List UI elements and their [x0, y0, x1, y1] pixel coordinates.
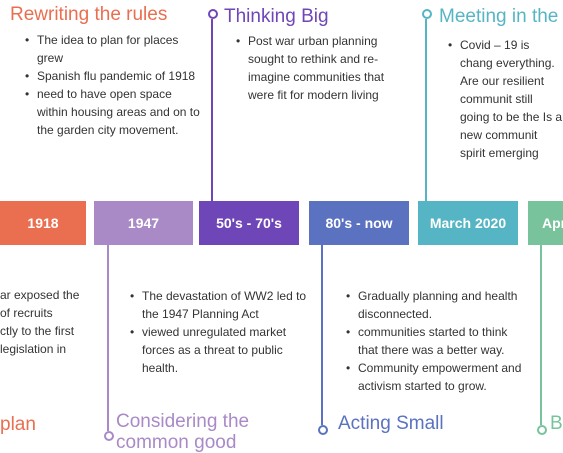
list-item: Spanish flu pandemic of 1918	[25, 67, 200, 85]
rewriting-the-rules-title: Rewriting the rules	[10, 4, 168, 25]
text-line: of recruits	[0, 306, 53, 320]
considering-dot	[104, 431, 114, 441]
thinking-big-connector	[211, 19, 213, 201]
plan-text: ar exposed the of recruits ctly to the f…	[0, 286, 85, 358]
list-item: Post war urban planning sought to rethin…	[236, 32, 396, 104]
considering-list: The devastation of WW2 led to the 1947 P…	[130, 287, 315, 377]
meeting-in-the-middle-title: Meeting in the m	[439, 6, 563, 27]
year-box-1918: 1918	[0, 201, 86, 245]
acting-small-dot	[318, 425, 328, 435]
rewriting-the-rules-list: The idea to plan for places grew Spanish…	[25, 31, 200, 139]
thinking-big-dot	[208, 9, 218, 19]
meeting-dot	[422, 9, 432, 19]
list-item: viewed unregulated market forces as a th…	[130, 323, 315, 377]
acting-small-title: Acting Small	[338, 413, 444, 434]
april-title: B	[550, 413, 563, 434]
year-box-1947: 1947	[94, 201, 193, 245]
acting-small-list: Gradually planning and health disconnect…	[346, 287, 526, 395]
list-item: communities started to think that there …	[346, 323, 526, 359]
meeting-list: Covid – 19 is chang everything. Are our …	[448, 36, 563, 162]
april-dot	[537, 425, 547, 435]
text-line: ctly to the first	[0, 324, 75, 338]
considering-connector	[107, 245, 109, 431]
year-box-march-2020: March 2020	[418, 201, 518, 245]
year-box-80s-now: 80's - now	[309, 201, 409, 245]
thinking-big-list: Post war urban planning sought to rethin…	[236, 32, 396, 104]
meeting-connector	[425, 19, 427, 201]
list-item: Covid – 19 is chang everything. Are our …	[448, 36, 563, 162]
year-box-april: Apr	[528, 201, 563, 245]
text-line: legislation in	[0, 342, 67, 356]
april-connector	[540, 245, 542, 425]
list-item: Gradually planning and health disconnect…	[346, 287, 526, 323]
list-item: The idea to plan for places grew	[25, 31, 200, 67]
acting-small-connector	[321, 245, 323, 425]
considering-the-common-good-title: Considering the common good	[116, 411, 250, 453]
list-item: need to have open space within housing a…	[25, 85, 200, 139]
thinking-big-title: Thinking Big	[224, 6, 329, 27]
plan-title: plan	[0, 414, 36, 435]
list-item: The devastation of WW2 led to the 1947 P…	[130, 287, 315, 323]
text-line: ar exposed the	[0, 288, 80, 302]
year-box-50s-70s: 50's - 70's	[199, 201, 299, 245]
list-item: Community empowerment and activism start…	[346, 359, 526, 395]
